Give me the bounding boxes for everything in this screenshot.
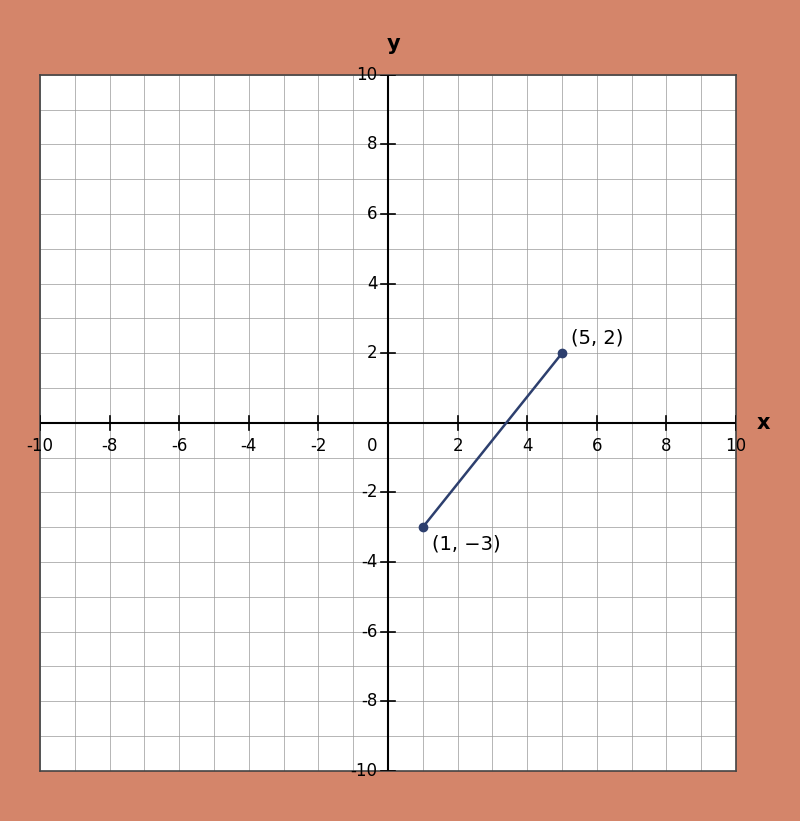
Text: -4: -4 (241, 437, 257, 455)
Text: 0: 0 (367, 437, 378, 455)
Text: 8: 8 (661, 437, 672, 455)
Text: 8: 8 (367, 135, 378, 154)
Text: 4: 4 (367, 274, 378, 292)
Text: -6: -6 (361, 622, 378, 640)
Text: -2: -2 (310, 437, 326, 455)
Text: -10: -10 (26, 437, 54, 455)
Text: -8: -8 (361, 692, 378, 710)
Text: 10: 10 (726, 437, 746, 455)
Text: -2: -2 (361, 484, 378, 502)
Text: 10: 10 (357, 66, 378, 84)
Text: 2: 2 (367, 344, 378, 362)
Text: 2: 2 (452, 437, 463, 455)
Text: 6: 6 (367, 205, 378, 223)
Text: x: x (757, 413, 770, 433)
Text: -6: -6 (171, 437, 187, 455)
Text: (1, −3): (1, −3) (431, 534, 500, 553)
Text: -8: -8 (102, 437, 118, 455)
Text: (5, 2): (5, 2) (570, 329, 623, 348)
Text: -10: -10 (350, 762, 378, 780)
Text: y: y (386, 34, 400, 54)
Text: 6: 6 (591, 437, 602, 455)
Text: 4: 4 (522, 437, 533, 455)
Text: -4: -4 (361, 553, 378, 571)
